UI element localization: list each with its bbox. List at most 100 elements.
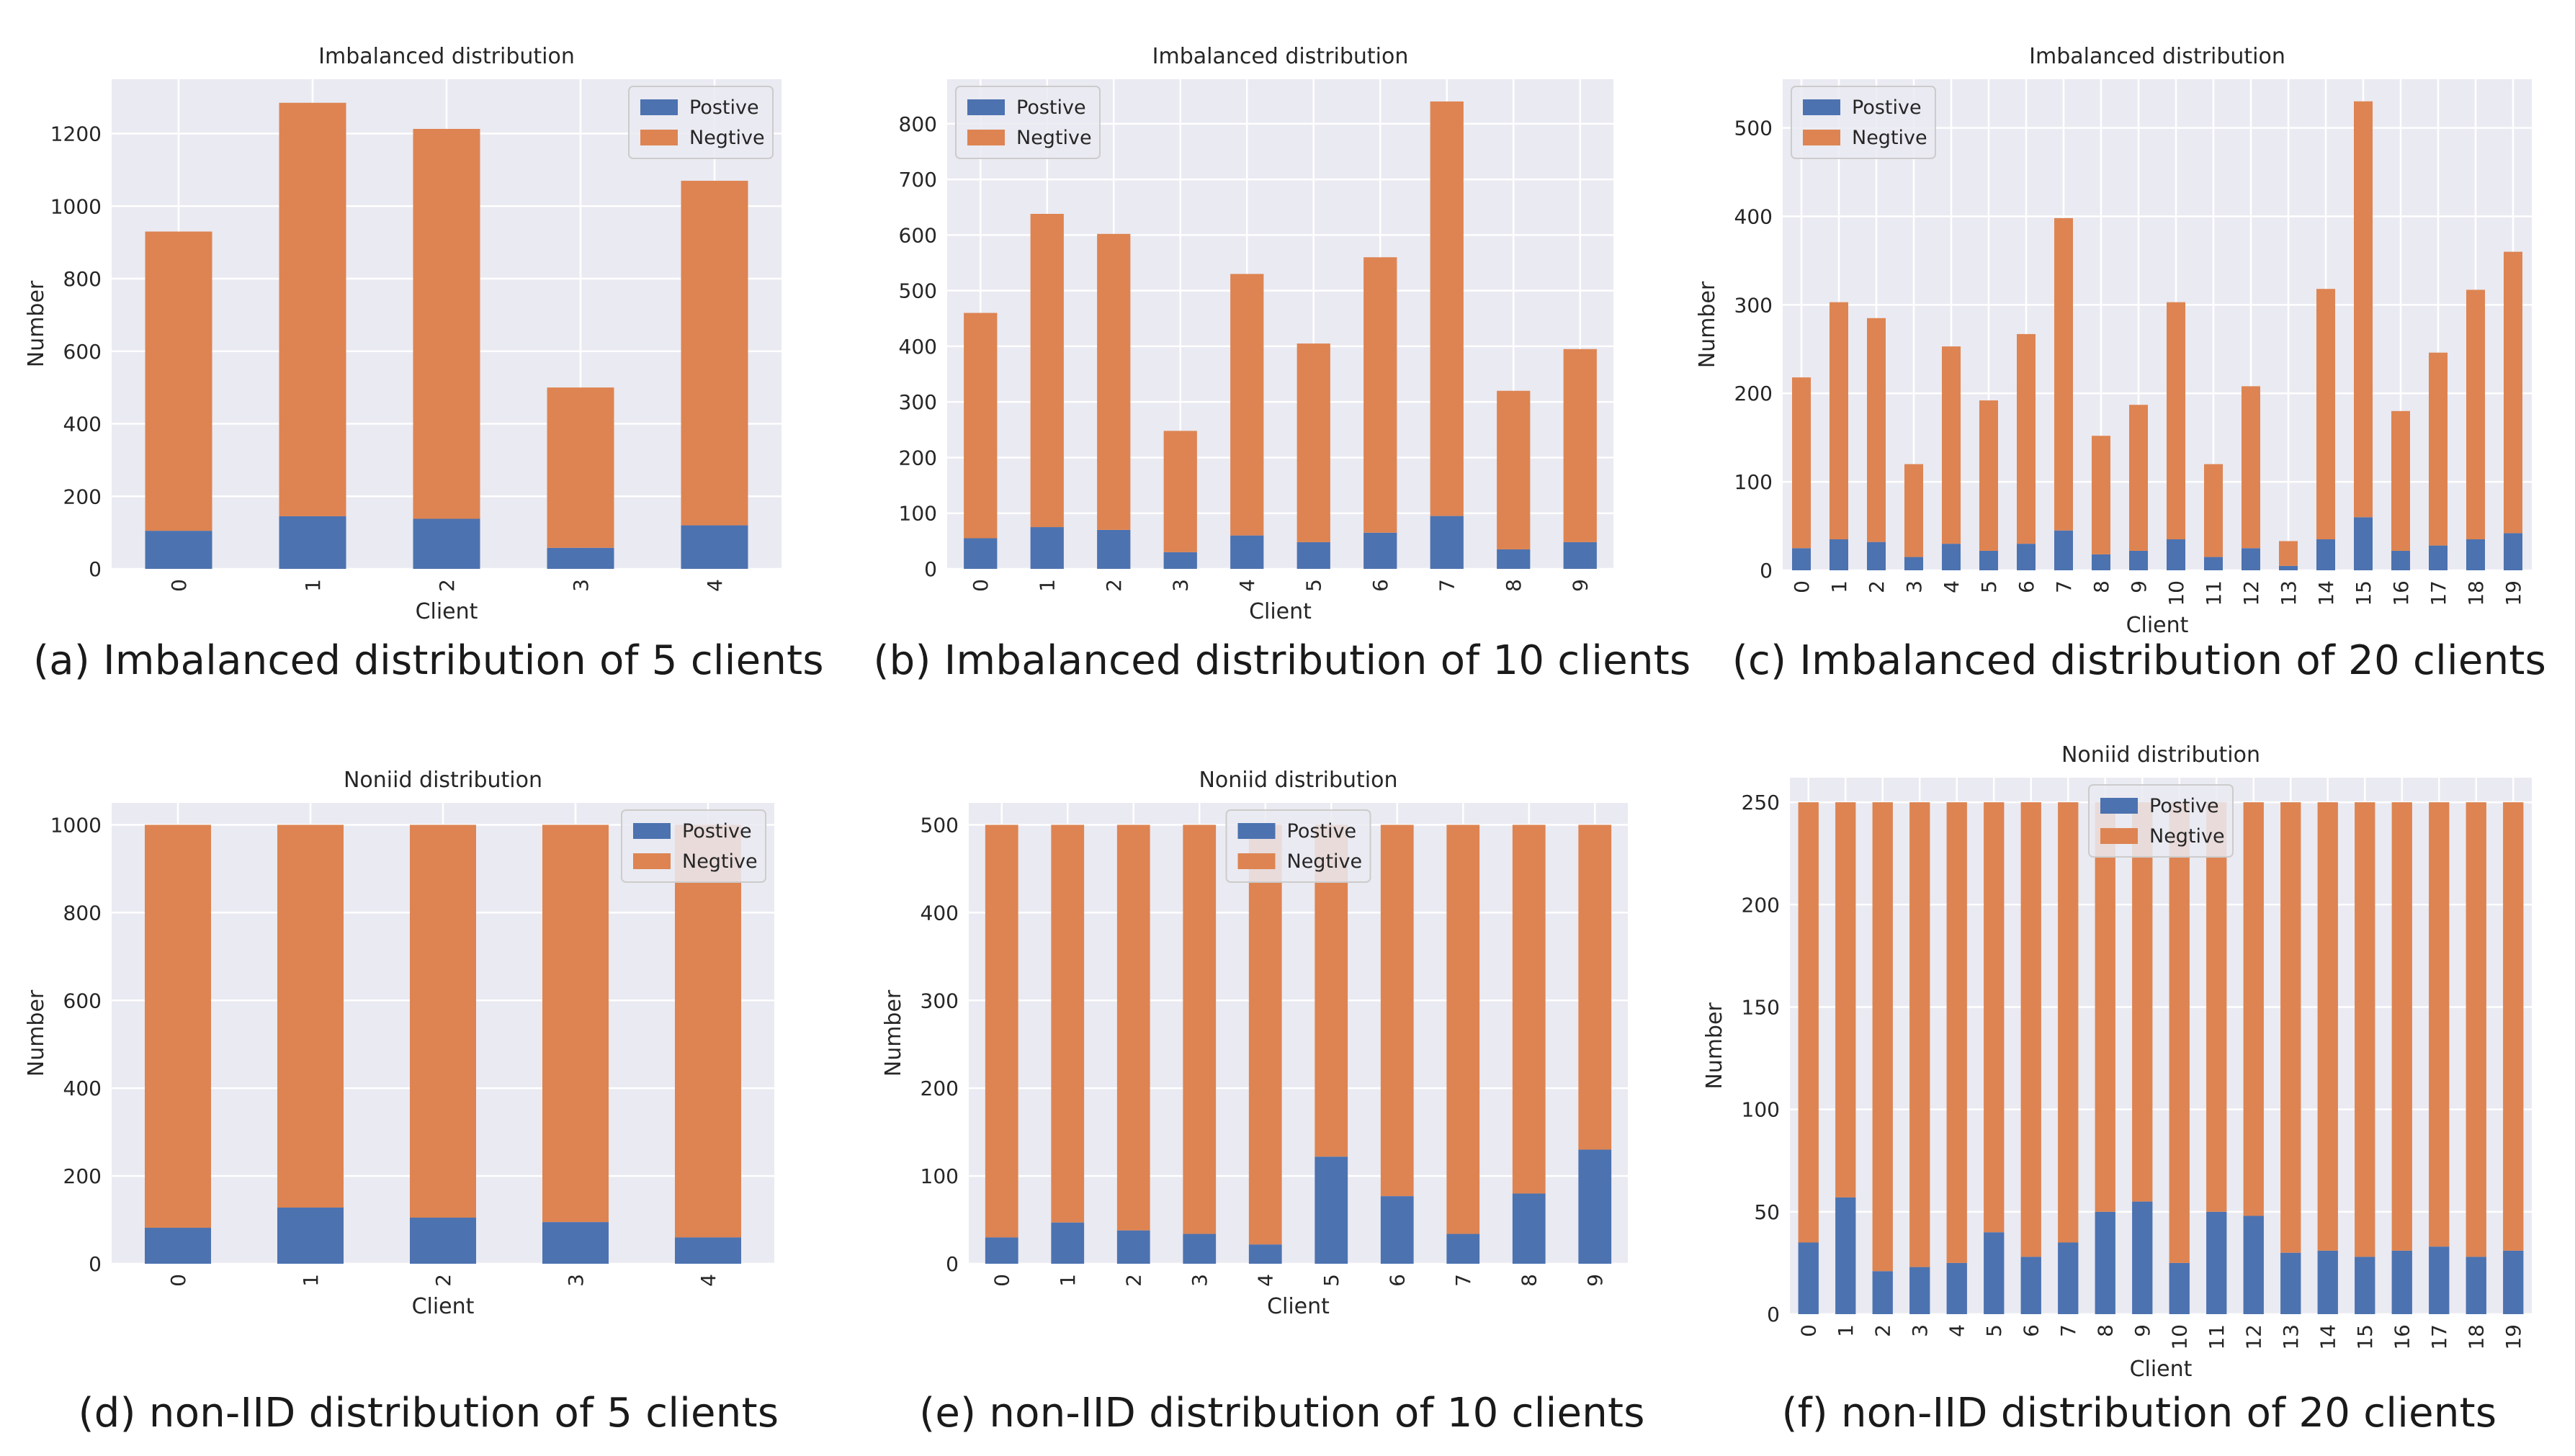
bar-positive <box>964 538 998 569</box>
bar-negative <box>2317 802 2338 1251</box>
bar-positive <box>1563 541 1597 569</box>
bar-negative <box>1798 802 1819 1243</box>
chart-panel-f: 0 50 100 150 200 250 0 1 2 3 4 5 6 7 8 9 10 11 12 13 14 15 16 1… <box>1702 734 2571 1455</box>
x-tick-label: 2 <box>1102 579 1126 592</box>
x-tick-label: 16 <box>2389 580 2413 606</box>
x-tick-label: 12 <box>2242 1324 2266 1350</box>
bar-positive <box>279 516 346 569</box>
bar-positive <box>2243 1215 2264 1314</box>
y-tick-label: 200 <box>899 446 937 469</box>
bar-negative <box>2429 352 2448 546</box>
x-tick-label: 2 <box>431 1274 455 1287</box>
x-tick-label: 5 <box>1320 1274 1343 1287</box>
caption-c: (c) Imbalanced distribution of 20 client… <box>1732 637 2547 684</box>
x-tick-label: 4 <box>1940 580 1963 593</box>
bar-negative <box>1563 349 1597 542</box>
chart-panel-a: 0 200 400 600 800 1000 1200 0 1 2 3 4 Imbalanced dis… <box>0 0 857 720</box>
bar-positive <box>2058 1242 2079 1314</box>
bar-negative <box>1830 302 1848 539</box>
legend-label: Postive <box>689 96 759 119</box>
y-tick-label: 400 <box>63 413 102 436</box>
bar-negative <box>964 313 998 539</box>
x-tick-label: 6 <box>2015 580 2038 593</box>
y-tick-label: 200 <box>921 1077 959 1100</box>
x-tick-label: 3 <box>1908 1324 1932 1337</box>
x-tick-label: 17 <box>2427 1324 2451 1350</box>
x-tick-label: 4 <box>1945 1324 1969 1337</box>
x-tick-label: 7 <box>1451 1274 1475 1287</box>
y-tick-label: 200 <box>63 485 102 508</box>
y-tick-label: 200 <box>1742 893 1780 917</box>
x-tick-label: 1 <box>1056 1274 1080 1287</box>
bar-positive <box>2169 1262 2190 1314</box>
bar-positive <box>1380 1196 1414 1264</box>
bar-negative <box>1051 824 1085 1223</box>
y-tick-label: 0 <box>89 1252 102 1276</box>
legend: Postive Negtive <box>2088 784 2234 858</box>
bar-negative <box>1097 233 1131 530</box>
bar-negative <box>542 824 609 1223</box>
y-tick-label: 250 <box>1742 791 1780 814</box>
y-axis-label: Number <box>1702 1002 1727 1089</box>
y-tick-label: 400 <box>63 1077 102 1100</box>
bar-positive <box>410 1218 476 1264</box>
bar-positive <box>1512 1193 1546 1264</box>
x-tick-label: 18 <box>2465 1324 2489 1350</box>
x-tick-label: 1 <box>1834 1324 1858 1337</box>
chart-panel-e: 0 100 200 300 400 500 0 1 2 3 4 5 6 7 8 9 Noniid distrib… <box>857 734 1707 1455</box>
x-tick-label: 10 <box>2164 580 2188 606</box>
bar-negative <box>1497 390 1531 549</box>
legend-swatch <box>1237 853 1276 869</box>
y-tick-label: 700 <box>899 168 937 192</box>
chart-a: 0 200 400 600 800 1000 1200 0 1 2 3 4 Imbalanced dis… <box>24 44 782 624</box>
caption-d: (d) non-IID distribution of 5 clients <box>78 1390 779 1437</box>
bar-negative <box>1867 318 1886 542</box>
y-tick-label: 800 <box>63 267 102 291</box>
x-tick-label: 16 <box>2391 1324 2414 1350</box>
y-tick-label: 100 <box>899 502 937 526</box>
x-axis-label: Client <box>1267 1294 1330 1319</box>
bar-positive <box>2280 1252 2301 1314</box>
y-tick-label: 0 <box>946 1252 959 1276</box>
bar-negative <box>1904 464 1923 557</box>
bar-positive <box>1942 544 1961 570</box>
bar-positive <box>1116 1230 1150 1264</box>
bar-positive <box>2354 517 2373 570</box>
chart-title: Noniid distribution <box>1199 768 1397 793</box>
bar-negative <box>2132 802 2153 1202</box>
x-tick-label: 1 <box>301 579 325 592</box>
bar-positive <box>2504 533 2522 570</box>
bar-negative <box>145 824 211 1228</box>
x-tick-label: 3 <box>564 1274 588 1287</box>
bar-positive <box>1946 1262 1967 1314</box>
y-tick-label: 300 <box>899 390 937 414</box>
bar-positive <box>1835 1197 1856 1314</box>
bar-negative <box>410 824 476 1218</box>
bar-positive <box>2279 565 2298 570</box>
legend-swatch <box>1237 823 1276 839</box>
bar-positive <box>1030 527 1064 569</box>
x-tick-label: 7 <box>1436 579 1459 592</box>
bar-positive <box>1830 539 1848 570</box>
bar-negative <box>1248 824 1282 1245</box>
caption-f: (f) non-IID distribution of 20 clients <box>1781 1390 2497 1437</box>
x-tick-label: 19 <box>2502 1324 2525 1350</box>
y-tick-label: 200 <box>1734 382 1773 405</box>
x-axis-label: Client <box>1249 599 1312 624</box>
chart-e: 0 100 200 300 400 500 0 1 2 3 4 5 6 7 8 9 Noniid distrib… <box>881 768 1628 1319</box>
bar-positive <box>2017 544 2036 570</box>
bar-negative <box>1942 346 1961 544</box>
legend: Postive Negtive <box>1225 809 1371 883</box>
bar-negative <box>1380 824 1414 1197</box>
x-tick-label: 19 <box>2502 580 2525 606</box>
bar-positive <box>2429 545 2448 570</box>
bar-positive <box>277 1207 344 1264</box>
bar-positive <box>1183 1233 1217 1264</box>
bar-positive <box>2204 557 2223 570</box>
legend-label: Negtive <box>1287 850 1363 873</box>
x-tick-label: 9 <box>2127 580 2151 593</box>
x-tick-label: 17 <box>2427 580 2450 606</box>
bar-negative <box>1116 824 1150 1231</box>
bar-negative <box>2391 410 2410 551</box>
y-tick-label: 200 <box>63 1164 102 1188</box>
